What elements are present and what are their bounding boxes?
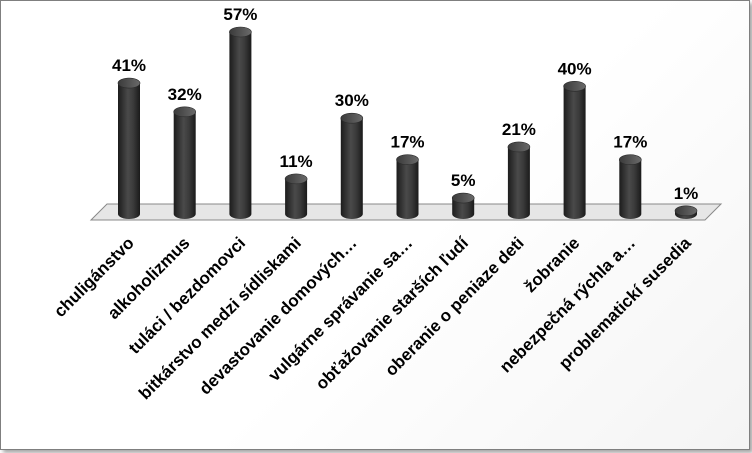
bar	[451, 192, 475, 220]
bar	[674, 205, 698, 219]
bar-body	[118, 83, 140, 219]
bar	[507, 141, 531, 220]
bar-body	[173, 111, 196, 220]
bar-cap	[674, 205, 698, 217]
bar-cap	[451, 192, 475, 204]
bar-cap	[284, 173, 308, 185]
bar-body	[563, 86, 586, 220]
data-label: 1%	[674, 184, 699, 203]
bar	[563, 80, 586, 220]
data-label: 40%	[558, 59, 592, 78]
data-label: 57%	[223, 5, 257, 24]
bar	[396, 154, 419, 220]
data-label: 17%	[390, 133, 424, 152]
bar	[117, 77, 141, 219]
bar	[229, 26, 252, 220]
bar-cap	[340, 112, 364, 124]
data-label: 41%	[112, 56, 146, 75]
bar	[340, 112, 364, 219]
bar-body	[340, 118, 363, 219]
bar-body	[507, 146, 530, 220]
bar-cap	[563, 80, 586, 92]
bar	[618, 154, 642, 220]
bar-body	[229, 32, 252, 220]
bar-cap	[173, 106, 196, 118]
bar-body	[396, 159, 419, 220]
bar-cap	[229, 26, 252, 38]
data-label: 5%	[451, 171, 476, 190]
data-label: 30%	[335, 91, 369, 110]
bar-body	[452, 198, 475, 220]
data-label: 21%	[502, 120, 536, 139]
data-label: 32%	[168, 85, 202, 104]
bar-body	[285, 178, 308, 220]
bar-cap	[618, 154, 642, 166]
data-label: 17%	[613, 133, 647, 152]
bar-cap	[396, 154, 419, 166]
bar	[173, 106, 196, 220]
data-label: 11%	[280, 152, 313, 171]
bar	[284, 173, 308, 220]
bar-cap	[507, 141, 531, 153]
bar-body	[619, 159, 642, 220]
bar-cap	[117, 77, 141, 89]
